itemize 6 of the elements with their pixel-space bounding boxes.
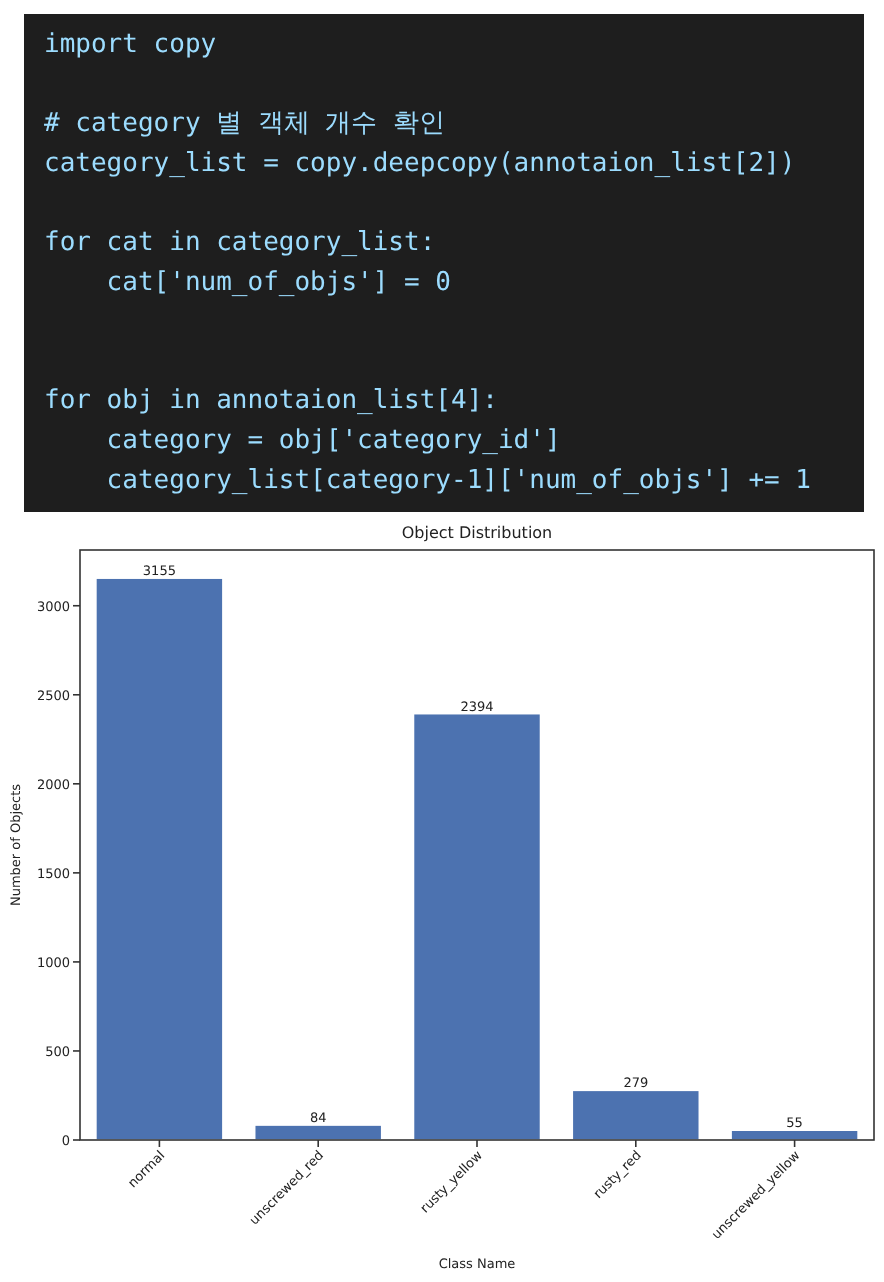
chart-title: Object Distribution (401, 524, 553, 542)
bar (412, 712, 542, 1141)
bar (95, 577, 224, 1141)
bar (571, 1089, 701, 1141)
text: import copy # category 별 객체 개수 확인 category_list = copy.deepcopy(annotaion_list[2]) for cat in category_list: cat['num_of_objs'] = 0 for obj in annotaion_list[4]: category = obj['category_id'] category_list[category-1]['num_of_objs'] += 1 (44, 30, 812, 496)
bar (253, 1124, 383, 1141)
